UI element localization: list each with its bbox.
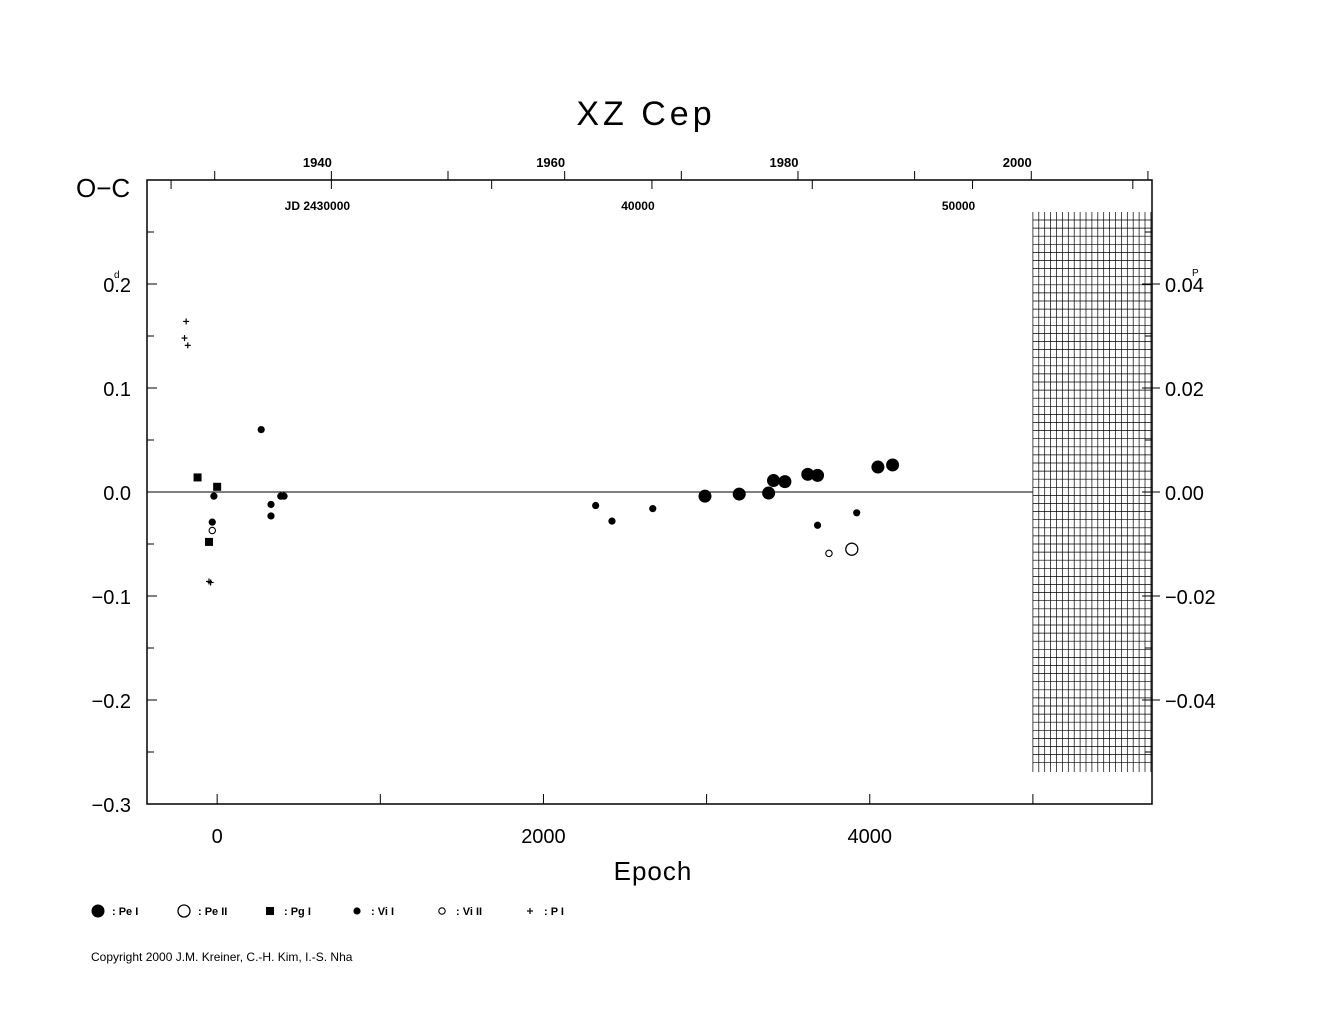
point-vi1: [267, 512, 275, 520]
point-pe1: [811, 468, 825, 482]
jd-tick-label: 50000: [942, 199, 976, 213]
point-vi1: [208, 518, 216, 526]
point-pg1: [213, 482, 222, 491]
legend-marker-pe1: [91, 904, 105, 918]
y-tick-label: −0.3: [92, 795, 131, 817]
point-vi1: [813, 521, 822, 529]
chart-title: XZ Cep: [576, 95, 715, 133]
y-unit-label: d: [114, 270, 120, 281]
point-p1: [181, 335, 188, 342]
axis-ticks: [147, 171, 1160, 805]
legend-marker-vi2: [438, 907, 446, 915]
point-vi1: [608, 517, 616, 525]
axis-tick-labels: −0.3 −0.2 −0.1 0.0 0.1 0.2d −0.04 −0.02 0.00 0.02…: [92, 155, 1216, 848]
point-p1: [183, 318, 190, 325]
point-pe1: [732, 487, 746, 501]
point-vi2: [825, 549, 833, 558]
point-vi1: [267, 500, 275, 509]
point-vi1: [649, 505, 657, 513]
point-pg1: [204, 537, 213, 546]
point-vi1: [853, 509, 861, 517]
copyright: Copyright 2000 J.M. Kreiner, C.-H. Kim, …: [91, 950, 353, 964]
legend: : Pe I : Pe II : Pg I : Vi I : Vi II : P I: [91, 904, 564, 918]
point-p1: [207, 579, 214, 586]
legend-label: : Pe I: [112, 906, 138, 918]
point-pe1: [886, 458, 900, 472]
point-vi2: [208, 526, 217, 535]
data-points: [181, 318, 900, 586]
y2-tick-label: 0.04: [1165, 275, 1204, 297]
jd-tick-label: JD 2430000: [285, 199, 351, 213]
y-axis-label: O−C: [76, 173, 130, 203]
legend-label: : Pe II: [198, 906, 227, 918]
legend-label: : Vi II: [456, 906, 482, 918]
legend-label: : Vi I: [371, 906, 394, 918]
point-pe1: [766, 474, 780, 488]
point-pe1: [778, 475, 792, 489]
y-tick-label: 0.1: [103, 379, 131, 401]
x-tick-label: 0: [212, 826, 223, 848]
point-vi1: [280, 492, 288, 500]
legend-label: : P I: [544, 906, 564, 918]
point-vi1: [257, 426, 265, 434]
x-axis-label: Epoch: [614, 856, 693, 886]
y2-tick-label: −0.04: [1165, 691, 1216, 713]
point-pe1: [871, 460, 885, 474]
y2-unit-label: P: [1192, 268, 1199, 279]
point-pe1: [762, 486, 776, 500]
legend-marker-vi1: [353, 907, 361, 915]
year-tick-label: 1960: [536, 155, 565, 170]
legend-marker-pe2: [177, 904, 191, 918]
y2-tick-label: 0.02: [1165, 379, 1204, 401]
point-pg1: [193, 473, 202, 482]
legend-marker-pg1: [266, 907, 274, 915]
point-pe1: [698, 489, 712, 503]
point-pe1: [801, 467, 815, 481]
y-tick-label: −0.2: [92, 691, 131, 713]
jd-tick-label: 40000: [621, 199, 655, 213]
point-pe2: [845, 542, 859, 556]
y2-tick-label: 0.00: [1165, 483, 1204, 505]
y-tick-label: 0.2: [103, 275, 131, 297]
point-vi1: [210, 492, 218, 500]
y-axis-label-text: O−C: [76, 173, 130, 203]
year-tick-label: 1980: [770, 155, 799, 170]
legend-label: : Pg I: [284, 906, 311, 918]
x-tick-label: 2000: [521, 826, 566, 848]
future-grid: [1032, 212, 1152, 772]
x-tick-label: 4000: [848, 826, 893, 848]
point-p1: [184, 342, 191, 349]
y-tick-label: 0.0: [103, 483, 131, 505]
legend-marker-p1: [527, 908, 533, 914]
year-tick-label: 2000: [1003, 155, 1032, 170]
year-tick-label: 1940: [303, 155, 332, 170]
point-vi1: [592, 501, 600, 510]
y-tick-label: −0.1: [92, 587, 131, 609]
y2-tick-label: −0.02: [1165, 587, 1216, 609]
